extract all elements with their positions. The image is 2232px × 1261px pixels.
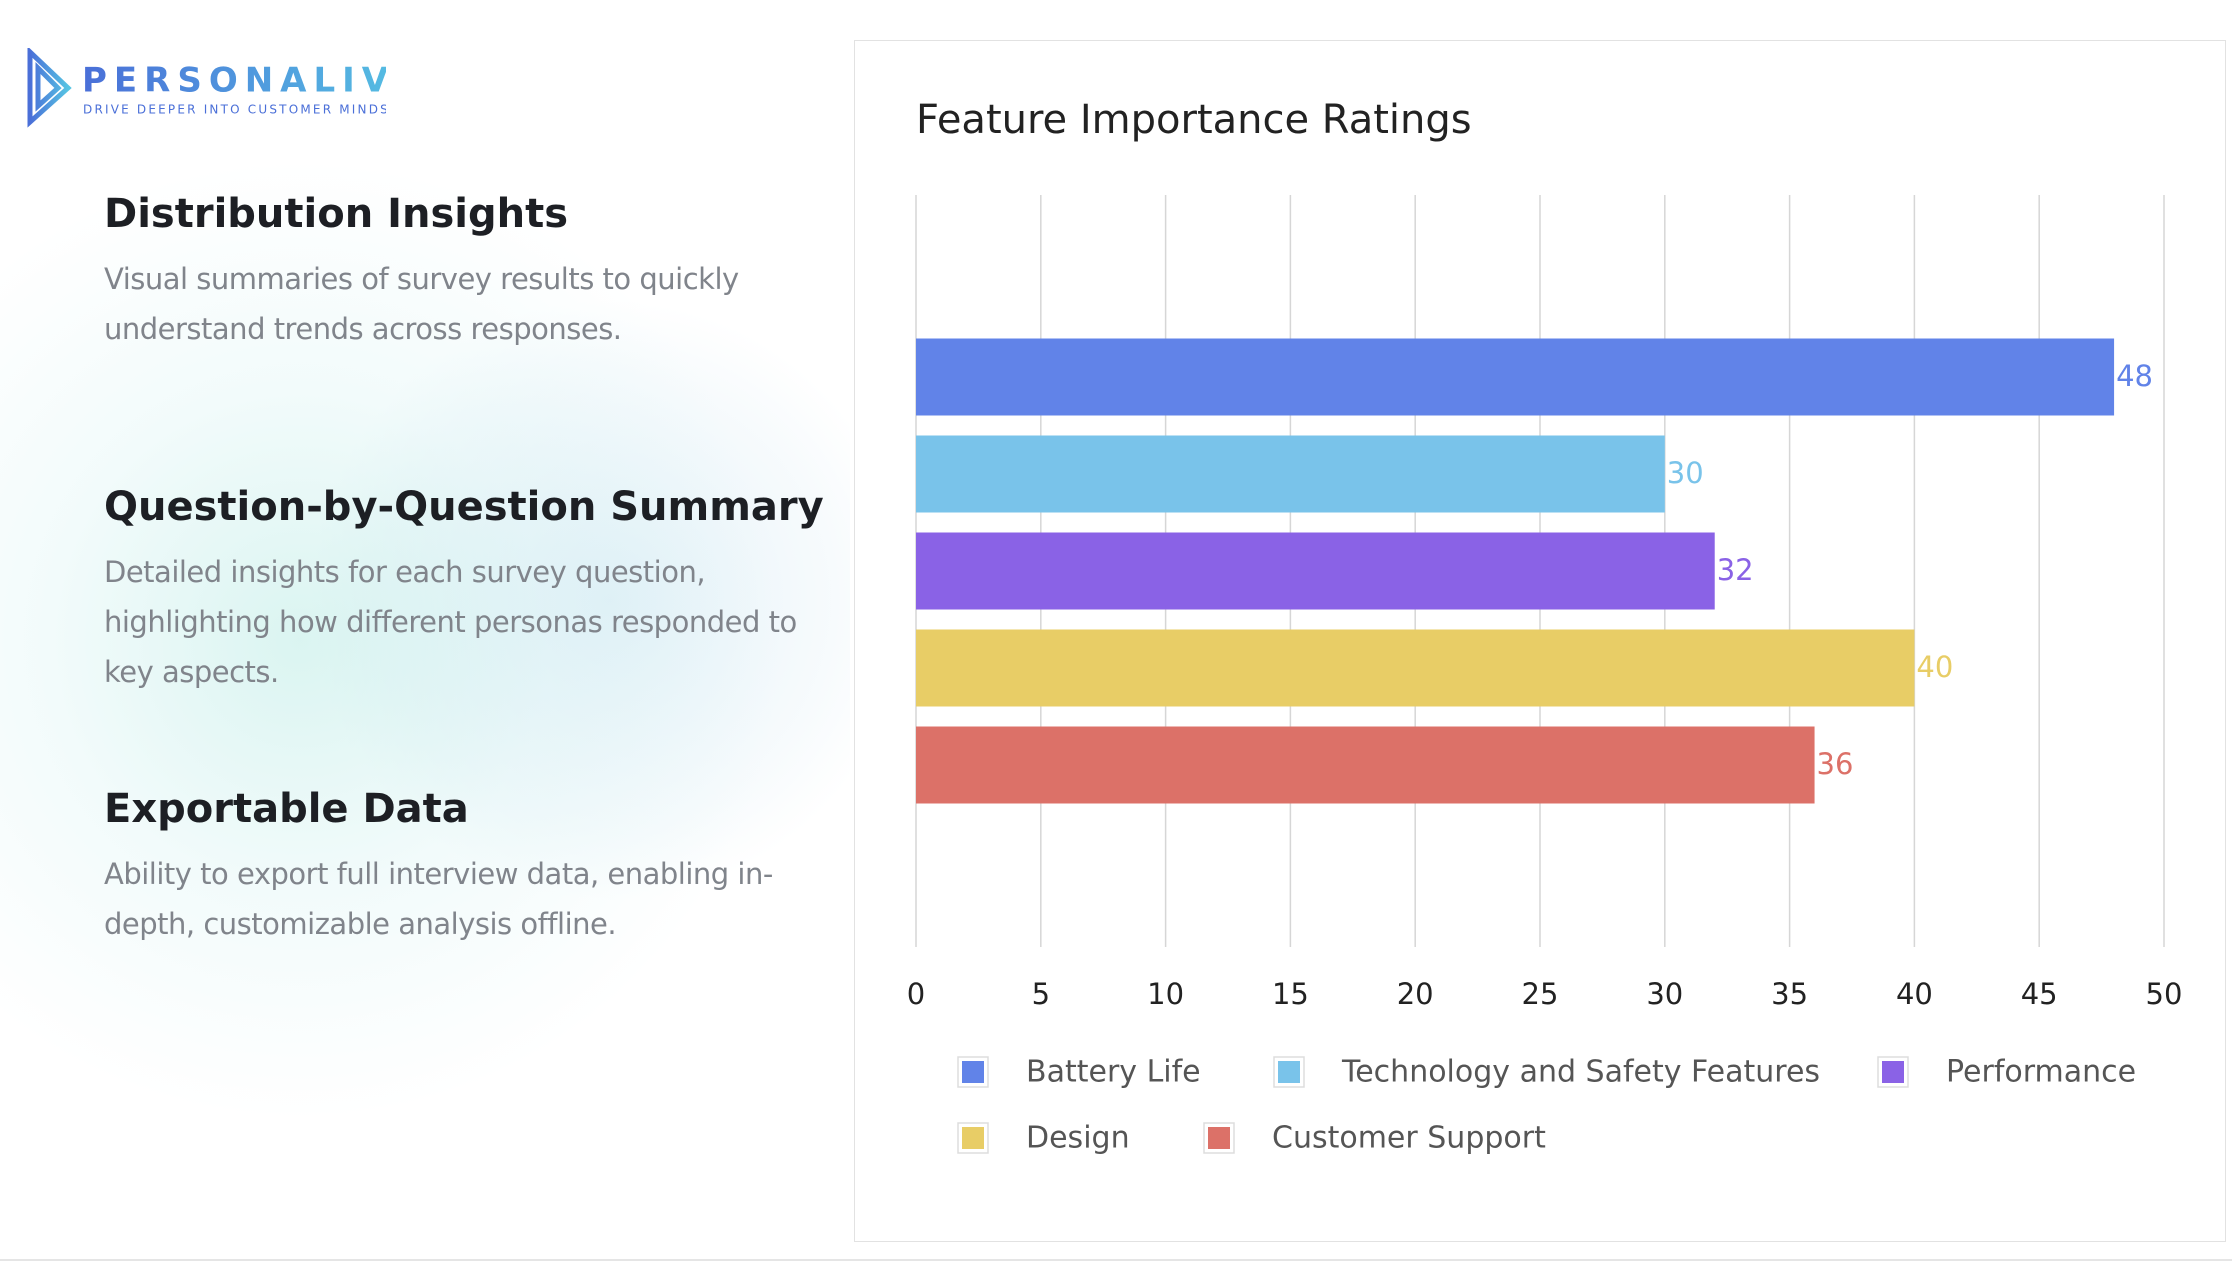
bar xyxy=(916,629,1915,707)
value-label: 30 xyxy=(1667,456,1704,490)
x-tick-label: 30 xyxy=(1646,977,1683,1011)
section-title: Question-by-Question Summary xyxy=(104,484,824,530)
x-tick-label: 40 xyxy=(1896,977,1933,1011)
legend-label: Design xyxy=(1026,1121,1130,1156)
legend-label: Battery Life xyxy=(1026,1055,1201,1090)
section-title: Exportable Data xyxy=(104,786,469,832)
x-tick-label: 20 xyxy=(1397,977,1434,1011)
logo: PERSONALIVE DRIVE DEEPER INTO CUSTOMER M… xyxy=(27,48,386,128)
logo-name: PERSONALIVE xyxy=(82,61,386,101)
value-label: 40 xyxy=(1916,650,1953,684)
bar xyxy=(916,435,1665,513)
legend-label: Technology and Safety Features xyxy=(1341,1055,1820,1090)
logo-tagline: DRIVE DEEPER INTO CUSTOMER MINDS xyxy=(83,103,386,117)
section-title: Distribution Insights xyxy=(104,191,569,237)
section-text: Detailed insights for each survey questi… xyxy=(104,555,797,689)
section-text: Ability to export full interview data, e… xyxy=(104,857,773,941)
legend-swatch xyxy=(962,1061,984,1083)
value-label: 36 xyxy=(1817,747,1854,781)
x-tick-label: 45 xyxy=(2021,977,2058,1011)
value-label: 32 xyxy=(1717,553,1754,587)
value-label: 48 xyxy=(2116,359,2153,393)
section: Exportable Data Ability to export full in… xyxy=(104,781,824,949)
section: Question-by-Question Summary Detailed ins… xyxy=(104,479,824,697)
x-tick-label: 50 xyxy=(2146,977,2183,1011)
background-glow xyxy=(0,0,850,1256)
legend-swatch xyxy=(1278,1061,1300,1083)
bar xyxy=(916,532,1715,610)
x-tick-label: 10 xyxy=(1147,977,1184,1011)
x-tick-label: 0 xyxy=(907,977,925,1011)
logo-icon xyxy=(27,48,72,128)
x-tick-label: 35 xyxy=(1771,977,1808,1011)
legend-swatch xyxy=(1208,1127,1230,1149)
legend-swatch xyxy=(1882,1061,1904,1083)
section: Distribution Insights Visual summaries of… xyxy=(104,186,824,354)
legend-label: Performance xyxy=(1946,1055,2136,1090)
bar xyxy=(916,338,2115,416)
legend-swatch xyxy=(962,1127,984,1149)
x-tick-label: 15 xyxy=(1272,977,1309,1011)
x-tick-label: 5 xyxy=(1032,977,1050,1011)
section-text: Visual summaries of survey results to qu… xyxy=(104,262,739,346)
chart-title: Feature Importance Ratings xyxy=(916,97,1472,143)
x-tick-label: 25 xyxy=(1522,977,1559,1011)
legend-label: Customer Support xyxy=(1272,1121,1546,1156)
bar xyxy=(916,726,1815,804)
